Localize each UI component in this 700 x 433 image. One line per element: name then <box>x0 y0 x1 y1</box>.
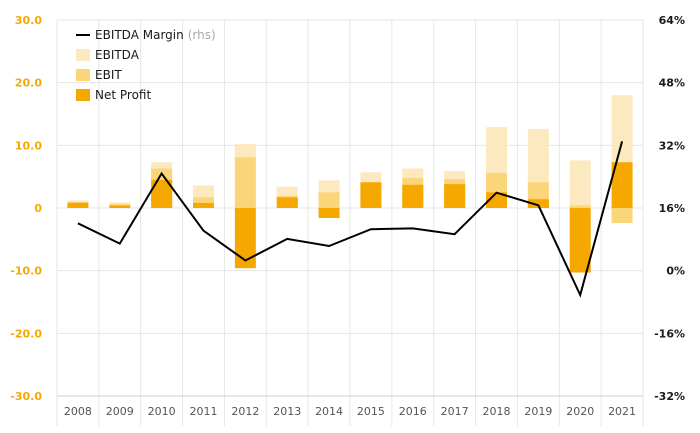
bar-ebit <box>318 192 340 208</box>
y-right-tick-label: 48% <box>659 77 685 90</box>
legend-label: EBIT <box>95 68 122 82</box>
bar-net-profit <box>569 208 591 273</box>
bar-net-profit <box>193 202 214 208</box>
x-tick-label: 2017 <box>441 405 469 418</box>
legend-swatch <box>76 49 90 61</box>
x-tick-label: 2015 <box>357 405 385 418</box>
x-tick-label: 2012 <box>231 405 259 418</box>
y-left-tick-label: -30.0 <box>10 390 42 403</box>
y-right-tick-label: -32% <box>654 390 685 403</box>
grid <box>56 19 644 426</box>
y-right-tick-label: 32% <box>659 139 685 152</box>
x-tick-label: 2019 <box>524 405 552 418</box>
bar-ebitda <box>569 160 591 208</box>
bar-net-profit <box>234 208 256 269</box>
bar-ebit <box>234 157 256 208</box>
y-left-tick-label: -10.0 <box>10 265 42 278</box>
bar-net-profit <box>402 184 424 208</box>
legend-label: EBITDA <box>95 48 140 62</box>
ebitda-margin-line-group <box>77 141 624 298</box>
y-left-tick-label: 30.0 <box>15 14 42 27</box>
bar-net-profit <box>611 162 633 208</box>
x-tick-label: 2013 <box>273 405 301 418</box>
x-tick-label: 2018 <box>483 405 511 418</box>
bars <box>67 95 633 273</box>
y-right-tick-label: 0% <box>666 265 685 278</box>
bar-net-profit <box>109 205 131 208</box>
x-tick-label: 2014 <box>315 405 343 418</box>
bar-ebit <box>193 197 214 208</box>
bar-net-profit <box>67 202 89 208</box>
legend-swatch <box>76 89 90 101</box>
bar-net-profit <box>527 199 549 208</box>
bar-net-profit <box>318 208 340 219</box>
axes: 30.0 20.0 10.0 0 -10.0 -20.0 -30.0 64% 48% 32% 16%… <box>10 14 685 418</box>
bar-net-profit <box>151 179 173 208</box>
bar-net-profit <box>360 182 382 208</box>
y-left-tick-label: -20.0 <box>10 327 42 340</box>
y-right-tick-label: 16% <box>659 202 685 215</box>
bar-ebit <box>569 205 591 208</box>
x-tick-label: 2021 <box>608 405 636 418</box>
y-right-tick-label: 64% <box>659 14 685 27</box>
x-tick-label: 2016 <box>399 405 427 418</box>
x-tick-label: 2008 <box>64 405 92 418</box>
y-left-tick-label: 20.0 <box>15 77 42 90</box>
x-tick-label: 2010 <box>148 405 176 418</box>
x-tick-label: 2020 <box>566 405 594 418</box>
legend: EBITDA Margin (rhs) EBITDA EBIT Net Profit <box>76 28 216 102</box>
bar-net-profit <box>276 197 298 208</box>
ebitda-margin-line <box>77 141 624 298</box>
legend-label: Net Profit <box>95 88 151 102</box>
y-left-tick-label: 10.0 <box>15 139 42 152</box>
y-right-tick-label: -16% <box>654 327 685 340</box>
legend-note: (rhs) <box>188 28 216 42</box>
x-tick-label: 2011 <box>190 405 218 418</box>
bar-net-profit <box>486 192 507 208</box>
x-tick-label: 2009 <box>106 405 134 418</box>
legend-swatch <box>76 69 90 81</box>
legend-label: EBITDA Margin (rhs) <box>95 28 216 42</box>
y-left-tick-label: 0 <box>34 202 42 215</box>
bar-net-profit <box>444 184 466 208</box>
bar-ebit <box>611 208 633 224</box>
